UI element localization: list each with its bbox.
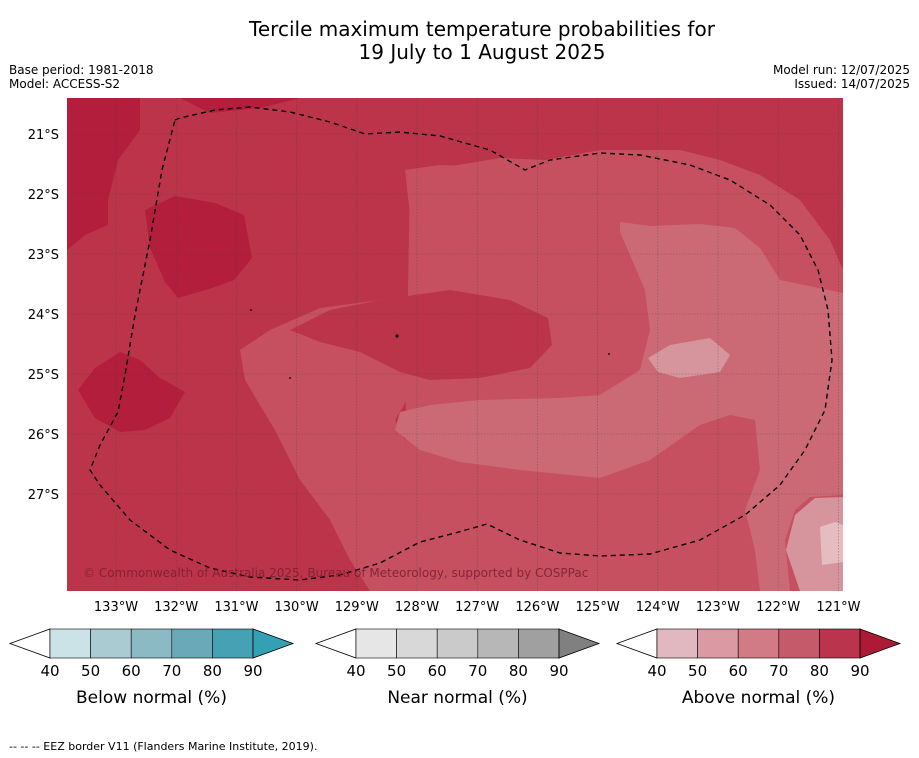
colorbar-segment — [819, 628, 861, 659]
title-line-1: Tercile maximum temperature probabilitie… — [249, 17, 715, 41]
lat-label: 22°S — [28, 188, 59, 203]
lon-label: 126°W — [515, 600, 559, 615]
colorbar-tick: 60 — [428, 662, 447, 680]
longitude-labels: 133°W 132°W 131°W 130°W 129°W 128°W 127°W 126°W… — [94, 600, 861, 615]
eez-border — [89, 106, 833, 581]
colorbar-extend-high — [859, 628, 902, 659]
colorbar-tick: 90 — [243, 662, 262, 680]
colorbar-tick: 40 — [346, 662, 365, 680]
colorbar-segment — [737, 628, 780, 659]
colorbar-segment — [697, 628, 739, 659]
colorbar-segment — [90, 628, 132, 659]
colorbar-tick: 70 — [162, 662, 181, 680]
colorbar-segment — [171, 628, 213, 659]
colorbar-tick: 80 — [509, 662, 528, 680]
region-above-90-nw — [67, 98, 140, 250]
colorbar-extend-low — [615, 628, 658, 659]
colorbar-tick: 50 — [688, 662, 707, 680]
colorbar-extend-low — [314, 628, 357, 659]
graticule — [67, 98, 843, 591]
colorbar-0: 40 50 60 70 80 90 Below normal (%) — [8, 628, 295, 708]
colorbar-segment — [49, 628, 91, 659]
lon-label: 127°W — [455, 600, 499, 615]
colorbar-segment — [477, 628, 519, 659]
lon-label: 122°W — [756, 600, 800, 615]
colorbar-segment — [130, 628, 173, 659]
lat-label: 25°S — [28, 368, 59, 383]
colorbar-label: Above normal (%) — [682, 688, 835, 708]
colorbar-tick: 40 — [40, 662, 59, 680]
latitude-labels: 21°S 22°S 23°S 24°S 25°S 26°S 27°S — [28, 128, 59, 503]
colorbar-1: 40 50 60 70 80 90 Near normal (%) — [314, 628, 601, 708]
lat-label: 27°S — [28, 488, 59, 503]
colorbar-2: 40 50 60 70 80 90 Above normal (%) — [615, 628, 902, 708]
colorbar-tick: 70 — [468, 662, 487, 680]
lon-label: 123°W — [696, 600, 740, 615]
lat-label: 23°S — [28, 248, 59, 263]
region-above-80-center — [290, 290, 552, 380]
colorbar-tick: 60 — [122, 662, 141, 680]
lon-label: 131°W — [214, 600, 258, 615]
footer-note: -- -- -- EEZ border V11 (Flanders Marine… — [9, 740, 318, 753]
colorbar-segment — [355, 628, 397, 659]
lat-label: 24°S — [28, 308, 59, 323]
lon-label: 121°W — [816, 600, 860, 615]
colorbar-tick: 90 — [549, 662, 568, 680]
region-above-40-se — [820, 522, 843, 565]
region-above-90-n — [180, 98, 300, 113]
colorbar-tick: 60 — [729, 662, 748, 680]
lat-label: 21°S — [28, 128, 59, 143]
colorbar-segment — [212, 628, 254, 659]
model-name: Model: ACCESS-S2 — [9, 77, 121, 91]
colorbar-tick: 80 — [810, 662, 829, 680]
lon-label: 125°W — [576, 600, 620, 615]
colorbar-segment — [518, 628, 560, 659]
colorbars: 40 50 60 70 80 90 Below normal (%) 40 50 60 70 80 90… — [8, 628, 902, 708]
colorbar-tick: 40 — [647, 662, 666, 680]
colorbar-tick: 90 — [850, 662, 869, 680]
meta-left: Base period: 1981-2018 Model: ACCESS-S2 — [9, 63, 154, 91]
meta-right: Model run: 12/07/2025 Issued: 14/07/2025 — [773, 63, 910, 91]
region-above-50-e — [648, 338, 730, 378]
colorbar-segment — [656, 628, 698, 659]
lon-label: 128°W — [395, 600, 439, 615]
colorbar-label: Near normal (%) — [387, 688, 527, 708]
title-line-2: 19 July to 1 August 2025 — [358, 40, 606, 64]
probability-contours — [67, 98, 843, 591]
colorbar-segment — [778, 628, 820, 659]
lon-label: 130°W — [275, 600, 319, 615]
colorbar-segment — [396, 628, 438, 659]
colorbar-tick: 50 — [81, 662, 100, 680]
lon-label: 133°W — [94, 600, 138, 615]
colorbar-tick: 70 — [769, 662, 788, 680]
colorbar-tick: 50 — [387, 662, 406, 680]
lon-label: 129°W — [335, 600, 379, 615]
lon-label: 124°W — [636, 600, 680, 615]
colorbar-label: Below normal (%) — [76, 688, 227, 708]
map-title: Tercile maximum temperature probabilitie… — [0, 18, 919, 64]
issued-date: Issued: 14/07/2025 — [794, 77, 910, 91]
model-run: Model run: 12/07/2025 — [772, 63, 910, 77]
island-marks — [250, 309, 610, 379]
lat-label: 26°S — [28, 428, 59, 443]
lon-label: 132°W — [154, 600, 198, 615]
region-above-90-c — [145, 196, 252, 298]
colorbar-extend-high — [558, 628, 601, 659]
copyright-text: © Commonwealth of Australia 2025, Bureau… — [83, 566, 588, 580]
colorbar-segment — [436, 628, 479, 659]
colorbar-tick: 80 — [203, 662, 222, 680]
colorbar-extend-low — [8, 628, 51, 659]
colorbar-extend-high — [252, 628, 295, 659]
base-period: Base period: 1981-2018 — [9, 63, 154, 77]
region-above-90-w — [78, 352, 185, 432]
region-above-50-se — [786, 497, 843, 591]
